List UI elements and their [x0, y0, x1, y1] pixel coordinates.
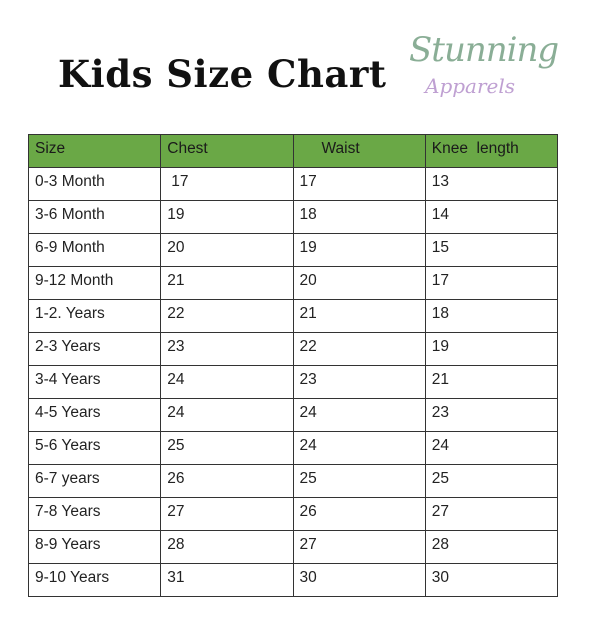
table-row: 6-7 years 26 25 25 — [27, 464, 559, 498]
table-row: 1-2. Years 22 21 18 — [27, 299, 559, 333]
cell-waist: 26 — [292, 497, 426, 531]
cell-knee-length: 14 — [424, 200, 559, 234]
cell-chest: 28 — [160, 530, 294, 564]
cell-knee-length: 15 — [424, 233, 559, 267]
cell-waist: 17 — [292, 167, 426, 201]
cell-waist: 24 — [292, 431, 426, 465]
cell-size: 9-10 Years — [27, 563, 162, 597]
header-chest: Chest — [160, 134, 294, 168]
table-row: 3-6 Month 19 18 14 — [27, 200, 559, 234]
cell-chest: 22 — [160, 299, 294, 333]
cell-knee-length: 21 — [424, 365, 559, 399]
cell-size: 2-3 Years — [27, 332, 162, 366]
table-row: 3-4 Years 24 23 21 — [27, 365, 559, 399]
cell-knee-length: 30 — [424, 563, 559, 597]
cell-knee-length: 24 — [424, 431, 559, 465]
cell-size: 1-2. Years — [27, 299, 162, 333]
table-row: 7-8 Years 27 26 27 — [27, 497, 559, 531]
table-row: 8-9 Years 28 27 28 — [27, 530, 559, 564]
page-title: Kids Size Chart — [58, 52, 387, 96]
size-chart-table: Size Chest Waist Knee length 0-3 Month 17… — [27, 134, 559, 597]
cell-knee-length: 13 — [424, 167, 559, 201]
cell-knee-length: 18 — [424, 299, 559, 333]
header-knee-length: Knee length — [424, 134, 559, 168]
cell-size: 3-6 Month — [27, 200, 162, 234]
table-row: 4-5 Years 24 24 23 — [27, 398, 559, 432]
table-row: 0-3 Month 17 17 13 — [27, 167, 559, 201]
table-row: 6-9 Month 20 19 15 — [27, 233, 559, 267]
cell-knee-length: 28 — [424, 530, 559, 564]
cell-chest: 24 — [160, 398, 294, 432]
header-waist: Waist — [292, 134, 426, 168]
table-header-row: Size Chest Waist Knee length — [27, 134, 559, 168]
cell-size: 5-6 Years — [27, 431, 162, 465]
cell-chest: 25 — [160, 431, 294, 465]
cell-waist: 27 — [292, 530, 426, 564]
cell-waist: 18 — [292, 200, 426, 234]
cell-waist: 22 — [292, 332, 426, 366]
cell-waist: 21 — [292, 299, 426, 333]
brand-logo: Stunning Apparels — [405, 30, 559, 110]
cell-waist: 23 — [292, 365, 426, 399]
cell-chest: 17 — [160, 167, 294, 201]
cell-chest: 26 — [160, 464, 294, 498]
cell-knee-length: 27 — [424, 497, 559, 531]
logo-line-2: Apparels — [425, 74, 516, 98]
cell-waist: 19 — [292, 233, 426, 267]
cell-waist: 24 — [292, 398, 426, 432]
cell-chest: 21 — [160, 266, 294, 300]
cell-chest: 27 — [160, 497, 294, 531]
cell-chest: 20 — [160, 233, 294, 267]
cell-size: 0-3 Month — [27, 167, 162, 201]
cell-size: 6-9 Month — [27, 233, 162, 267]
cell-size: 9-12 Month — [27, 266, 162, 300]
table-row: 9-12 Month 21 20 17 — [27, 266, 559, 300]
cell-knee-length: 17 — [424, 266, 559, 300]
cell-chest: 19 — [160, 200, 294, 234]
cell-size: 6-7 years — [27, 464, 162, 498]
cell-waist: 20 — [292, 266, 426, 300]
cell-waist: 25 — [292, 464, 426, 498]
cell-chest: 23 — [160, 332, 294, 366]
cell-size: 4-5 Years — [27, 398, 162, 432]
cell-chest: 24 — [160, 365, 294, 399]
header-size: Size — [27, 134, 162, 168]
cell-size: 7-8 Years — [27, 497, 162, 531]
table-row: 5-6 Years 25 24 24 — [27, 431, 559, 465]
logo-line-1: Stunning — [409, 30, 559, 70]
cell-knee-length: 23 — [424, 398, 559, 432]
cell-size: 8-9 Years — [27, 530, 162, 564]
cell-size: 3-4 Years — [27, 365, 162, 399]
cell-knee-length: 19 — [424, 332, 559, 366]
table-row: 9-10 Years 31 30 30 — [27, 563, 559, 597]
cell-chest: 31 — [160, 563, 294, 597]
table-row: 2-3 Years 23 22 19 — [27, 332, 559, 366]
cell-knee-length: 25 — [424, 464, 559, 498]
cell-waist: 30 — [292, 563, 426, 597]
